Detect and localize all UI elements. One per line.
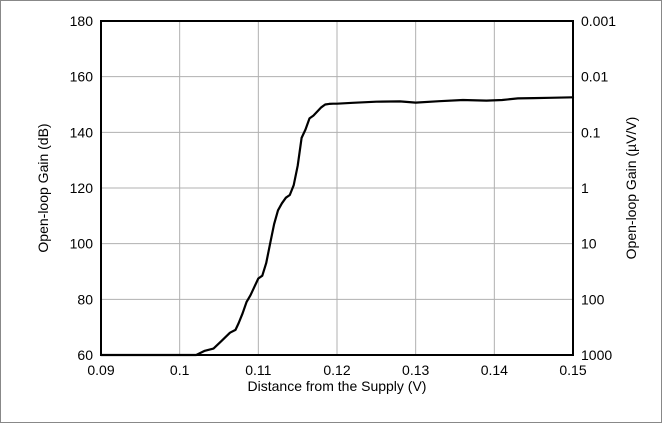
y-tick-label: 140 — [70, 124, 94, 140]
x-tick-label: 0.12 — [323, 362, 350, 378]
y-tick-label: 180 — [70, 13, 94, 29]
series-line — [99, 96, 575, 357]
y2-tick-label: 1000 — [581, 347, 612, 363]
y-tick-label: 60 — [77, 347, 93, 363]
y2-tick-label: 0.1 — [581, 124, 601, 140]
y-tick-label: 160 — [70, 69, 94, 85]
plot-border — [100, 20, 574, 356]
y2-tick-label: 1 — [581, 180, 589, 196]
y2-tick-label: 0.01 — [581, 69, 608, 85]
series-group — [99, 96, 575, 357]
x-tick-label: 0.14 — [481, 362, 508, 378]
x-axis-title: Distance from the Supply (V) — [248, 378, 427, 394]
y-tick-label: 100 — [70, 236, 94, 252]
y2-tick-label: 100 — [581, 291, 605, 307]
y2-tick-label: 0.001 — [581, 13, 616, 29]
y-tick-label: 120 — [70, 180, 94, 196]
y-tick-label: 80 — [77, 291, 93, 307]
y2-axis-ticks: 1000 100 10 1 0.1 0.01 0.001 — [581, 13, 616, 363]
x-tick-label: 0.1 — [170, 362, 190, 378]
y2-axis-title: Open-loop Gain (µV/V) — [623, 117, 639, 260]
x-axis-ticks: 0.09 0.1 0.11 0.12 0.13 0.14 0.15 — [87, 362, 586, 378]
y-axis-title: Open-loop Gain (dB) — [35, 123, 51, 252]
y-axis-ticks: 60 80 100 120 140 160 180 — [70, 13, 94, 363]
x-tick-label: 0.15 — [559, 362, 586, 378]
grid — [101, 21, 573, 355]
x-tick-label: 0.09 — [87, 362, 114, 378]
x-tick-label: 0.11 — [245, 362, 271, 378]
x-tick-label: 0.13 — [402, 362, 429, 378]
y2-tick-label: 10 — [581, 236, 597, 252]
